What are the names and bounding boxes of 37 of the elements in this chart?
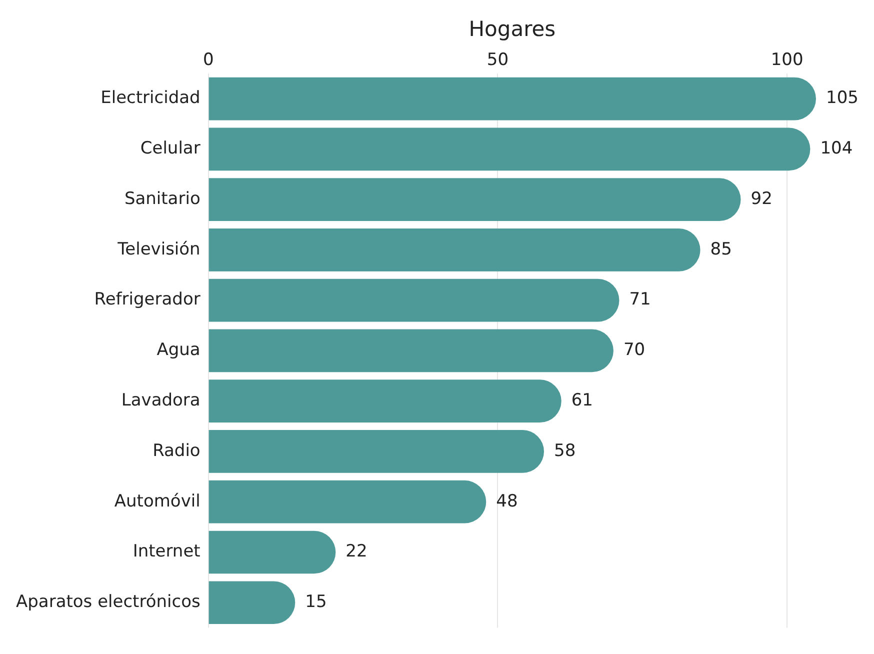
y-tick-label: Electricidad (100, 88, 200, 108)
data-label: 85 (710, 239, 732, 260)
y-tick-label: Internet (132, 542, 201, 562)
y-tick-label: Radio (152, 440, 200, 461)
bar (208, 430, 544, 473)
bar (208, 329, 614, 372)
x-tick-label: 50 (486, 50, 509, 70)
x-tick-label: 100 (770, 50, 804, 70)
data-label: 58 (554, 440, 576, 461)
bar (208, 178, 741, 221)
y-tick-label: Refrigerador (94, 290, 200, 310)
bar (208, 380, 562, 422)
data-label: 104 (820, 138, 853, 159)
data-label: 22 (346, 542, 368, 562)
data-label: 105 (826, 88, 858, 108)
y-tick-label: Televisión (116, 239, 200, 260)
y-tick-label: Celular (140, 138, 200, 159)
data-label: 71 (629, 290, 651, 310)
data-label: 61 (571, 390, 594, 411)
bar (208, 278, 620, 322)
y-tick-label: Aparatos electrónicos (16, 592, 200, 612)
data-label: 48 (496, 491, 518, 512)
y-tick-label: Agua (156, 340, 200, 360)
data-label: 70 (623, 340, 646, 360)
y-tick-label: Lavadora (121, 390, 200, 411)
bar (208, 77, 816, 120)
data-label: 92 (750, 188, 772, 209)
bar (208, 128, 810, 171)
x-tick-label: 0 (202, 50, 214, 70)
bar (208, 530, 336, 574)
bar (208, 581, 296, 624)
y-tick-label: Automóvil (114, 491, 200, 512)
x-axis-title: Hogares (468, 17, 556, 42)
data-label: 15 (305, 592, 327, 612)
bar (208, 480, 486, 524)
bar (208, 228, 700, 272)
y-tick-label: Sanitario (124, 188, 200, 209)
